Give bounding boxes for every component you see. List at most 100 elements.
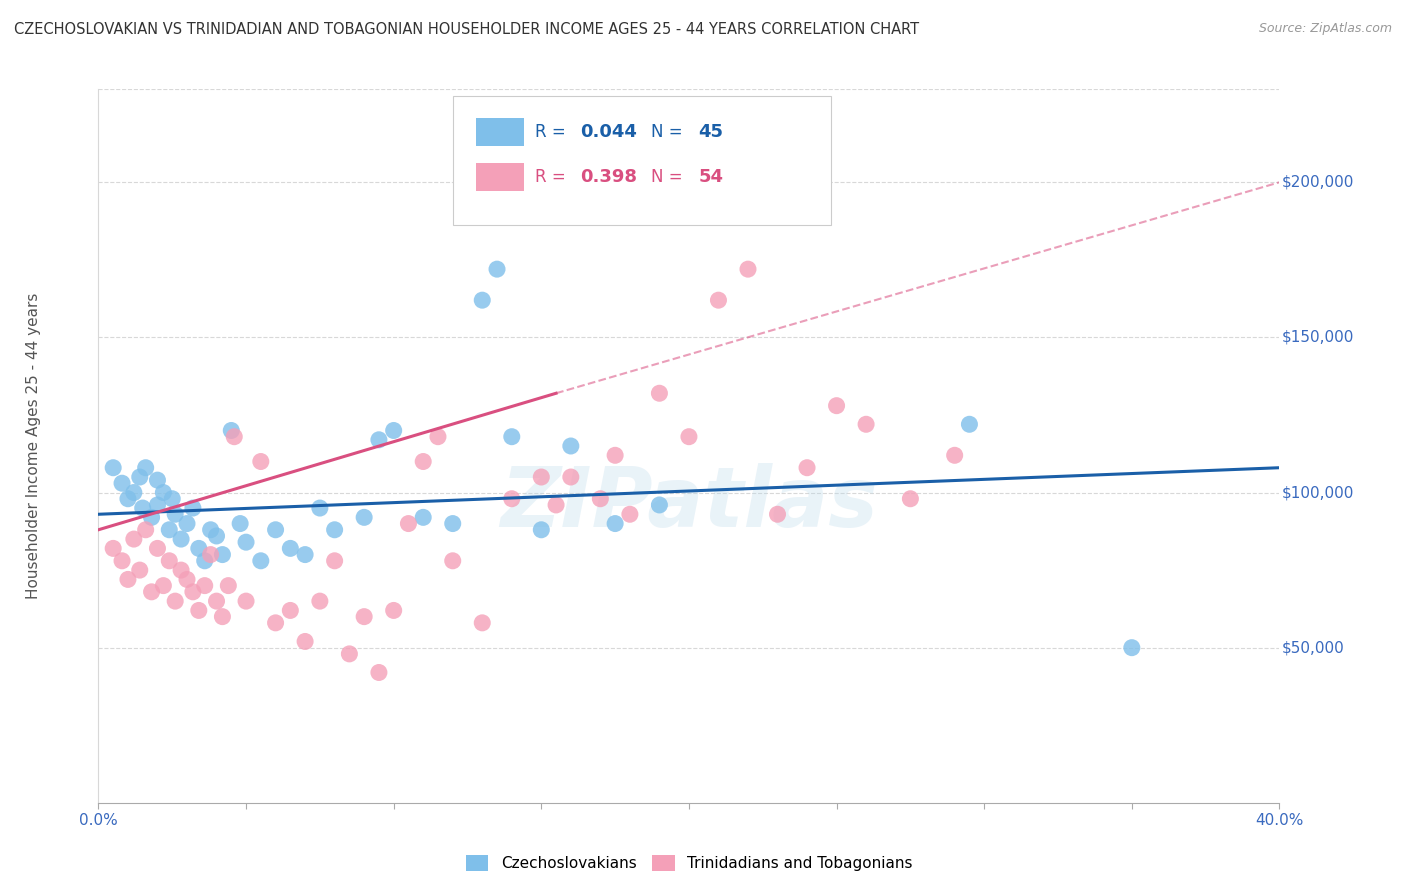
Point [353, 510, 375, 524]
Point [959, 417, 981, 432]
Text: 0.044: 0.044 [581, 123, 637, 141]
Text: 0.398: 0.398 [581, 168, 637, 186]
Point [501, 430, 523, 444]
FancyBboxPatch shape [453, 96, 831, 225]
Text: N =: N = [651, 123, 683, 141]
Point [122, 485, 145, 500]
Point [530, 523, 553, 537]
Point [605, 516, 627, 531]
Point [170, 563, 193, 577]
Point [211, 609, 233, 624]
Point [486, 262, 509, 277]
Point [560, 470, 582, 484]
Point [278, 541, 302, 556]
Text: $200,000: $200,000 [1282, 175, 1354, 190]
Point [235, 535, 257, 549]
Point [176, 573, 198, 587]
Point [737, 262, 759, 277]
Point [235, 594, 257, 608]
Point [900, 491, 922, 506]
Text: R =: R = [536, 168, 567, 186]
Point [353, 609, 375, 624]
Text: 54: 54 [699, 168, 724, 186]
Point [250, 454, 273, 468]
Point [205, 529, 228, 543]
Point [368, 433, 391, 447]
Text: Source: ZipAtlas.com: Source: ZipAtlas.com [1258, 22, 1392, 36]
Point [211, 548, 233, 562]
Point [157, 554, 180, 568]
Point [427, 430, 450, 444]
Point [229, 516, 252, 531]
Point [796, 460, 818, 475]
FancyBboxPatch shape [477, 162, 523, 191]
Point [103, 541, 125, 556]
Point [187, 541, 209, 556]
Point [217, 579, 239, 593]
Text: $100,000: $100,000 [1282, 485, 1354, 500]
Point [560, 439, 582, 453]
Point [471, 615, 494, 630]
Point [337, 647, 360, 661]
Point [619, 508, 641, 522]
Text: $50,000: $50,000 [1282, 640, 1344, 655]
Point [187, 603, 209, 617]
Point [605, 448, 627, 462]
Point [181, 584, 204, 599]
Point [441, 516, 464, 531]
Text: ZIPatlas: ZIPatlas [501, 463, 877, 543]
Point [766, 508, 789, 522]
Point [176, 516, 198, 531]
Text: 45: 45 [699, 123, 724, 141]
Point [205, 594, 228, 608]
Point [135, 523, 157, 537]
Point [146, 498, 169, 512]
Point [219, 424, 242, 438]
Point [707, 293, 730, 308]
Point [264, 523, 287, 537]
Point [224, 430, 246, 444]
Point [544, 498, 567, 512]
Point [146, 473, 169, 487]
Point [181, 501, 204, 516]
Point [141, 584, 163, 599]
Point [309, 501, 332, 516]
Point [152, 485, 174, 500]
Point [501, 491, 523, 506]
FancyBboxPatch shape [477, 118, 523, 146]
Text: Householder Income Ages 25 - 44 years: Householder Income Ages 25 - 44 years [25, 293, 41, 599]
Point [162, 491, 183, 506]
Point [165, 594, 187, 608]
Point [323, 554, 346, 568]
Point [141, 510, 163, 524]
Point [132, 501, 155, 516]
Point [111, 476, 134, 491]
Point [250, 554, 273, 568]
Point [309, 594, 332, 608]
Point [122, 532, 145, 546]
Point [117, 573, 139, 587]
Point [412, 510, 434, 524]
Point [855, 417, 877, 432]
Legend: Czechoslovakians, Trinidadians and Tobagonians: Czechoslovakians, Trinidadians and Tobag… [460, 849, 918, 877]
Point [165, 508, 187, 522]
Point [589, 491, 612, 506]
Text: N =: N = [651, 168, 683, 186]
Point [128, 563, 150, 577]
Point [157, 523, 180, 537]
Point [382, 424, 405, 438]
Point [441, 554, 464, 568]
Point [530, 470, 553, 484]
Point [678, 430, 700, 444]
Point [294, 548, 316, 562]
Point [264, 615, 287, 630]
Point [412, 454, 434, 468]
Point [825, 399, 848, 413]
Text: CZECHOSLOVAKIAN VS TRINIDADIAN AND TOBAGONIAN HOUSEHOLDER INCOME AGES 25 - 44 YE: CZECHOSLOVAKIAN VS TRINIDADIAN AND TOBAG… [14, 22, 920, 37]
Point [103, 460, 125, 475]
Point [111, 554, 134, 568]
Point [128, 470, 150, 484]
Point [135, 460, 157, 475]
Point [943, 448, 966, 462]
Point [146, 541, 169, 556]
